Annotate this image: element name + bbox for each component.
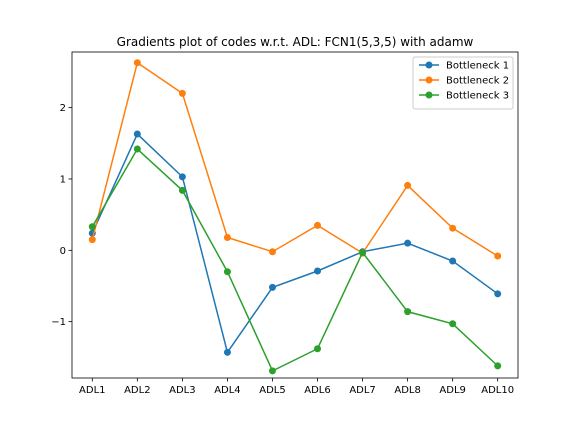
- legend-item: Bottleneck 2: [419, 76, 509, 87]
- series-line: [91, 61, 499, 257]
- series-3: [88, 145, 502, 375]
- x-tick-label: ADL10: [481, 385, 514, 396]
- legend-box: [412, 56, 514, 110]
- data-point: [223, 268, 231, 276]
- data-point: [268, 283, 276, 291]
- data-point: [494, 290, 502, 298]
- y-tick-label: 1: [60, 174, 66, 185]
- y-tick-label: −1: [51, 317, 66, 328]
- data-point: [133, 145, 141, 153]
- y-axis-ticks: −1 0 1 2: [51, 103, 72, 328]
- x-tick-label: ADL6: [304, 385, 330, 396]
- x-axis-ticks: ADL1 ADL2 ADL3 ADL4 ADL5 ADL6 ADL7 ADL8 ADL9 ADL1…: [79, 378, 514, 396]
- data-point: [449, 320, 457, 328]
- legend-marker: [425, 61, 433, 69]
- x-tick-label: ADL2: [124, 385, 150, 396]
- data-point: [314, 267, 322, 275]
- legend-marker: [425, 91, 433, 99]
- data-point: [178, 173, 186, 181]
- legend-item: Bottleneck 3: [419, 91, 509, 102]
- x-tick-label: ADL4: [214, 385, 240, 396]
- chart-title: Gradients plot of codes w.r.t. ADL: FCN1…: [117, 35, 474, 49]
- x-tick-label: ADL1: [79, 385, 105, 396]
- data-point: [494, 362, 502, 370]
- x-tick-label: ADL3: [169, 385, 195, 396]
- data-point: [449, 224, 457, 232]
- data-point: [268, 367, 276, 375]
- x-tick-label: ADL8: [394, 385, 420, 396]
- x-tick-label: ADL7: [349, 385, 375, 396]
- legend-item: Bottleneck 1: [419, 61, 509, 72]
- data-point: [314, 345, 322, 353]
- data-point: [133, 130, 141, 138]
- data-point: [449, 257, 457, 265]
- data-point: [178, 89, 186, 97]
- x-tick-label: ADL5: [259, 385, 285, 396]
- data-point: [178, 186, 186, 194]
- data-point: [223, 233, 231, 241]
- data-point: [88, 223, 96, 231]
- data-point: [268, 248, 276, 256]
- axes-frame: [71, 51, 519, 379]
- series-line: [91, 147, 499, 372]
- data-point: [359, 248, 367, 256]
- legend-label: Bottleneck 1: [446, 61, 509, 72]
- data-point: [88, 236, 96, 244]
- data-point: [223, 348, 231, 356]
- data-point: [404, 181, 412, 189]
- series-group: [88, 59, 502, 375]
- data-point: [314, 221, 322, 229]
- series-line: [91, 132, 499, 355]
- series-1: [88, 130, 502, 356]
- y-tick-label: 0: [60, 246, 66, 257]
- legend: Bottleneck 1 Bottleneck 2 Bottleneck 3: [412, 56, 514, 110]
- legend-label: Bottleneck 3: [446, 91, 509, 102]
- legend-label: Bottleneck 2: [446, 76, 509, 87]
- legend-marker: [425, 76, 433, 84]
- data-point: [404, 308, 412, 316]
- data-point: [404, 239, 412, 247]
- data-point: [133, 59, 141, 67]
- x-tick-label: ADL9: [439, 385, 465, 396]
- data-point: [494, 252, 502, 260]
- y-tick-label: 2: [60, 103, 66, 114]
